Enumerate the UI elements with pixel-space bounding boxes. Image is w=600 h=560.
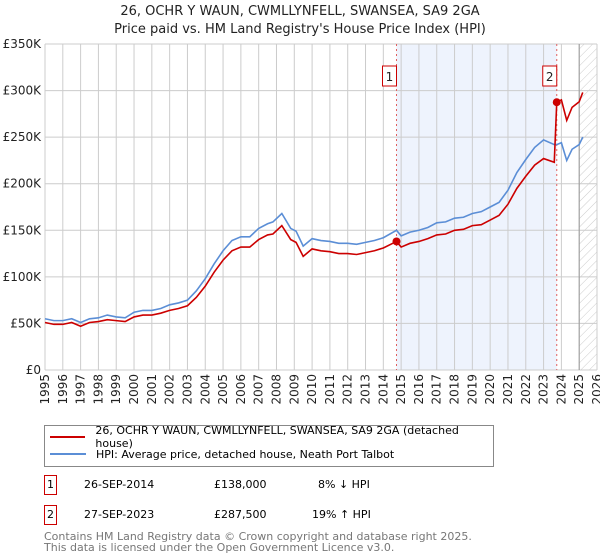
x-tick-label: 2006 xyxy=(234,374,248,405)
y-tick-label: £100K xyxy=(3,270,43,284)
x-tick-label: 2013 xyxy=(359,374,373,405)
x-tick-label: 2024 xyxy=(554,374,568,405)
transaction-row: 1 26-SEP-2014 £138,000 8% ↓ HPI xyxy=(44,475,444,495)
transaction-price: £138,000 xyxy=(214,478,267,491)
x-tick-label: 1998 xyxy=(91,374,105,405)
x-tick-label: 2022 xyxy=(519,374,533,405)
sale-label-box xyxy=(542,65,558,87)
x-tick-label: 2019 xyxy=(465,374,479,405)
y-tick-label: £150K xyxy=(3,223,43,237)
footer-copyright: Contains HM Land Registry data © Crown c… xyxy=(44,530,472,543)
footer-licence: This data is licensed under the Open Gov… xyxy=(44,541,395,554)
x-tick-label: 2016 xyxy=(412,374,426,405)
y-tick-label: £200K xyxy=(3,177,43,191)
x-tick-label: 1999 xyxy=(109,374,123,405)
y-tick-label: £250K xyxy=(3,130,43,144)
x-tick-label: 2008 xyxy=(269,374,283,405)
chart-subtitle: Price paid vs. HM Land Registry's House … xyxy=(114,22,486,37)
hpi-line xyxy=(44,136,584,324)
x-tick-label: 2021 xyxy=(501,374,515,405)
x-tick-label: 1995 xyxy=(38,374,52,405)
x-tick-label: 2003 xyxy=(180,374,194,405)
property-line xyxy=(44,92,584,328)
x-tick-label: 2009 xyxy=(287,374,301,405)
transaction-hpi: 8% ↓ HPI xyxy=(318,478,370,491)
x-tick-label: 2020 xyxy=(483,374,497,405)
y-tick-label: £350K xyxy=(3,37,43,51)
legend-label-property: 26, OCHR Y WAUN, CWMLLYNFELL, SWANSEA, S… xyxy=(95,424,459,450)
x-tick-label: 2026 xyxy=(590,374,600,405)
x-tick-label: 2000 xyxy=(127,374,141,405)
x-tick-label: 2002 xyxy=(163,374,177,405)
footer: Contains HM Land Registry data © Crown c… xyxy=(44,531,472,553)
transaction-hpi: 19% ↑ HPI xyxy=(312,508,371,521)
x-tick-label: 2011 xyxy=(323,374,337,405)
x-tick-label: 2004 xyxy=(198,374,212,405)
sale-point xyxy=(392,237,401,246)
x-tick-label: 1996 xyxy=(56,374,70,405)
sale-label-box xyxy=(381,65,397,87)
x-tick-label: 2007 xyxy=(252,374,266,405)
legend-label-hpi: HPI: Average price, detached house, Neat… xyxy=(96,447,395,461)
y-tick-label: £0 xyxy=(26,363,41,377)
x-tick-label: 2012 xyxy=(341,374,355,405)
forecast-hatch xyxy=(579,44,597,370)
x-tick-label: 2018 xyxy=(448,374,462,405)
legend: 26, OCHR Y WAUN, CWMLLYNFELL, SWANSEA, S… xyxy=(44,424,494,467)
transaction-badge: 2 xyxy=(44,505,57,525)
x-tick-label: 2023 xyxy=(537,374,551,405)
x-tick-label: 2005 xyxy=(216,374,230,405)
y-tick-label: £50K xyxy=(10,316,42,330)
x-tick-label: 2017 xyxy=(430,374,444,405)
sale-label: 2 xyxy=(546,70,554,84)
transaction-row: 2 27-SEP-2023 £287,500 19% ↑ HPI xyxy=(44,505,444,525)
transaction-date: 26-SEP-2014 xyxy=(84,478,155,491)
x-tick-label: 2010 xyxy=(305,374,319,405)
sale-point xyxy=(552,98,561,107)
x-tick-label: 2025 xyxy=(572,374,586,405)
sale-label: 1 xyxy=(386,70,394,84)
ownership-shade xyxy=(396,44,557,370)
x-tick-label: 2015 xyxy=(394,374,408,405)
chart-title: 26, OCHR Y WAUN, CWMLLYNFELL, SWANSEA, S… xyxy=(120,4,480,19)
x-tick-label: 2001 xyxy=(145,374,159,405)
transaction-date: 27-SEP-2023 xyxy=(84,508,155,521)
y-tick-label: £300K xyxy=(3,84,43,98)
legend-item-hpi: HPI: Average price, detached house, Neat… xyxy=(50,446,394,462)
transaction-badge: 1 xyxy=(44,475,57,495)
x-tick-label: 2014 xyxy=(376,374,390,405)
transaction-price: £287,500 xyxy=(214,508,267,521)
price-chart: 1995 1996 1997 1998 1999 2000 2001 2002 2003 2004… xyxy=(3,37,600,405)
legend-item-property: 26, OCHR Y WAUN, CWMLLYNFELL, SWANSEA, S… xyxy=(50,424,493,450)
x-tick-label: 1997 xyxy=(74,374,88,405)
